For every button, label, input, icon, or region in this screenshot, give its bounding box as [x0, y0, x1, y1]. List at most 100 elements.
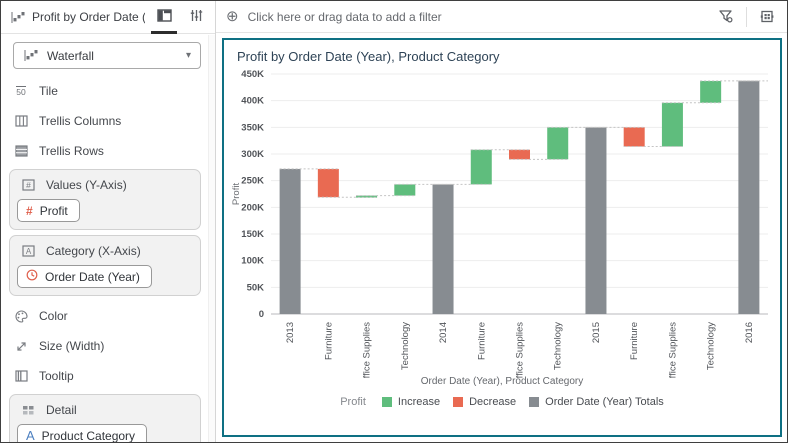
chevron-down-icon: ▾ — [185, 50, 191, 61]
x-tick-label: Office Supplies — [667, 322, 678, 378]
legend-item-decrease[interactable]: Decrease — [453, 396, 516, 408]
filter-prompt: Click here or drag data to add a filter — [247, 9, 442, 24]
values-axis-icon: # — [20, 177, 36, 193]
canvas-layout-icon[interactable] — [759, 9, 775, 24]
drop-target-trellis-columns[interactable]: Trellis Columns — [1, 106, 215, 136]
drop-target-trellis-rows[interactable]: Trellis Rows — [1, 136, 215, 166]
color-palette-icon — [13, 308, 29, 324]
pill-profit[interactable]: # Profit — [17, 199, 80, 222]
group-detail-header: Detail — [17, 401, 193, 424]
legend-item-totals[interactable]: Order Date (Year) Totals — [529, 396, 664, 408]
waterfall-bar-2015[interactable] — [585, 127, 607, 314]
y-tick-label: 150K — [241, 229, 264, 240]
x-tick-label: Furniture — [629, 322, 640, 360]
drop-target-color[interactable]: Color — [1, 301, 215, 331]
x-tick-label: 2014 — [438, 322, 449, 343]
visualization-title-truncated: Profit by Order Date (Year), Pr... — [32, 10, 145, 24]
waterfall-bar-2014[interactable] — [432, 184, 454, 314]
grammar-drop-targets: 50 Tile Trellis Columns Trellis Rows # — [1, 74, 215, 442]
y-tick-label: 0 — [259, 309, 264, 320]
x-tick-label: Furniture — [476, 322, 487, 360]
legend-title: Profit — [340, 396, 366, 408]
tile-icon: 50 — [16, 85, 26, 97]
waterfall-bar-furniture[interactable] — [317, 168, 339, 198]
increase-swatch — [381, 397, 392, 407]
clock-icon — [26, 269, 38, 284]
main-area: ⊕ Click here or drag data to add a filte… — [216, 1, 787, 442]
limit-values-filter-icon[interactable] — [718, 9, 734, 24]
legend-item-increase[interactable]: Increase — [381, 396, 440, 408]
y-axis-title: Profit — [231, 183, 242, 206]
waterfall-type-icon — [23, 48, 39, 64]
canvas: Profit by Order Date (Year), Product Cat… — [216, 33, 787, 442]
waterfall-visualization[interactable]: Profit by Order Date (Year), Product Cat… — [222, 38, 782, 437]
y-tick-label: 50K — [247, 282, 265, 293]
x-tick-label: Office Supplies — [362, 322, 373, 378]
grammar-panel-header: Profit by Order Date (Year), Pr... — [1, 1, 215, 34]
y-tick-label: 300K — [241, 149, 264, 160]
detail-grid-icon — [20, 402, 36, 418]
waterfall-bar-technology[interactable] — [547, 127, 569, 160]
measure-hash-icon: # — [26, 203, 33, 218]
x-tick-label: Furniture — [323, 322, 334, 360]
waterfall-bar-furniture[interactable] — [470, 149, 492, 185]
group-detail[interactable]: Detail A Product Category — [9, 394, 201, 442]
resize-diagonal-icon — [13, 338, 29, 354]
pill-order-date-year[interactable]: Order Date (Year) — [17, 265, 152, 288]
x-tick-label: 2013 — [285, 322, 296, 343]
x-tick-label: Technology — [553, 322, 564, 370]
viz-type-dropdown[interactable]: Waterfall ▾ — [13, 42, 201, 69]
tab-grammar-panel[interactable] — [151, 1, 177, 34]
y-tick-label: 450K — [241, 69, 264, 80]
add-filter-icon: ⊕ — [226, 8, 239, 25]
x-tick-label: Technology — [706, 322, 717, 370]
viz-type-label: Waterfall — [47, 48, 94, 63]
y-tick-label: 350K — [241, 122, 264, 133]
pill-product-category[interactable]: A Product Category — [17, 424, 148, 442]
waterfall-bar-2013[interactable] — [279, 168, 301, 314]
attribute-a-icon: A — [26, 428, 35, 442]
waterfall-bar-technology[interactable] — [394, 184, 416, 196]
group-category-x-axis[interactable]: A Category (X-Axis) Order Date (Year) — [9, 235, 201, 296]
waterfall-bar-office-supplies[interactable] — [509, 149, 530, 160]
y-tick-label: 200K — [241, 202, 264, 213]
group-values-header: # Values (Y-Axis) — [17, 176, 193, 199]
tooltip-icon — [13, 368, 29, 384]
grammar-panel-icon — [156, 8, 172, 24]
waterfall-chart[interactable]: 0 50K 100K 150K 200K 250K 300K 350K 400K 450K Prof… — [228, 66, 776, 378]
trellis-columns-icon — [13, 113, 29, 129]
filter-bar[interactable]: ⊕ Click here or drag data to add a filte… — [216, 1, 787, 33]
y-tick-label: 250K — [241, 176, 264, 187]
sidebar-scrollbar[interactable] — [208, 35, 215, 442]
waterfall-bar-office-supplies[interactable] — [356, 195, 378, 198]
group-values-y-axis[interactable]: # Values (Y-Axis) # Profit — [9, 169, 201, 230]
waterfall-chart-icon — [10, 9, 26, 25]
y-tick-label: 400K — [241, 96, 264, 107]
waterfall-bar-office-supplies[interactable] — [661, 102, 683, 147]
tab-properties-panel[interactable] — [183, 1, 209, 34]
properties-sliders-icon — [188, 8, 204, 24]
category-axis-icon: A — [20, 243, 36, 259]
x-tick-label: Office Supplies — [515, 322, 526, 378]
trellis-rows-icon — [13, 143, 29, 159]
x-axis-title: Order Date (Year), Product Category — [420, 376, 584, 387]
toolbar-separator — [746, 6, 747, 27]
drop-target-tooltip[interactable]: Tooltip — [1, 361, 215, 391]
totals-swatch — [529, 397, 540, 407]
x-tick-label: Technology — [400, 322, 411, 370]
grammar-panel: Profit by Order Date (Year), Pr... Water… — [1, 1, 216, 442]
x-tick-label: 2015 — [591, 322, 602, 343]
drop-target-size-width[interactable]: Size (Width) — [1, 331, 215, 361]
x-tick-label: 2016 — [744, 322, 755, 343]
chart-title: Profit by Order Date (Year), Product Cat… — [237, 49, 500, 64]
waterfall-bar-2016[interactable] — [738, 80, 760, 314]
svg-text:#: # — [26, 180, 31, 190]
drop-target-tile[interactable]: 50 Tile — [1, 76, 215, 106]
decrease-swatch — [453, 397, 464, 407]
waterfall-bar-furniture[interactable] — [623, 127, 645, 147]
chart-legend: Profit Increase Decrease Order Date (Yea… — [224, 387, 780, 416]
y-tick-label: 100K — [241, 256, 264, 267]
svg-text:A: A — [25, 247, 31, 256]
waterfall-bar-technology[interactable] — [700, 80, 722, 103]
